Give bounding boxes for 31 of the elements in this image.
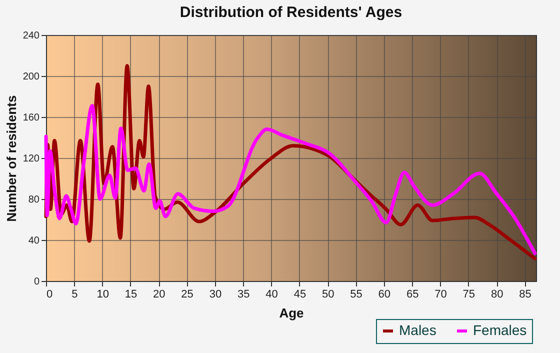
x-tick-label: 10 [96, 288, 109, 300]
x-tick-label: 20 [153, 288, 166, 300]
x-tick-label: 50 [322, 288, 334, 300]
x-tick-label: 65 [406, 288, 419, 300]
x-tick-label: 35 [238, 288, 250, 300]
x-axis-title: Age [279, 306, 304, 320]
x-tick-label: 75 [462, 288, 476, 300]
x-tick-label: 60 [378, 288, 391, 300]
legend-label: Males [399, 322, 436, 338]
x-tick-label: 40 [266, 288, 278, 300]
y-axis-title: Number of residents [4, 95, 19, 222]
line-series [44, 104, 537, 256]
x-tick-label: 30 [209, 288, 222, 300]
x-tick-label: 85 [519, 288, 532, 300]
x-tick-label: 5 [72, 288, 78, 300]
x-tick-label: 70 [434, 288, 447, 300]
chart-title: Distribution of Residents' Ages [180, 4, 402, 21]
x-tick-label: 55 [350, 288, 362, 300]
y-tick-label: 160 [22, 112, 40, 124]
y-tick-label: 40 [28, 236, 40, 246]
y-tick-label: 200 [22, 72, 40, 82]
x-tick-label: 15 [124, 288, 138, 300]
y-tick-label: 0 [34, 276, 40, 288]
x-tick-label: 45 [294, 288, 306, 300]
legend-label: Females [473, 322, 527, 338]
y-tick-label: 120 [22, 154, 40, 164]
y-tick-label: 80 [28, 194, 40, 206]
y-tick-label: 240 [22, 30, 40, 42]
x-tick-label: 25 [181, 288, 194, 300]
x-tick-label: 0 [46, 288, 53, 300]
x-tick-label: 80 [490, 288, 504, 300]
